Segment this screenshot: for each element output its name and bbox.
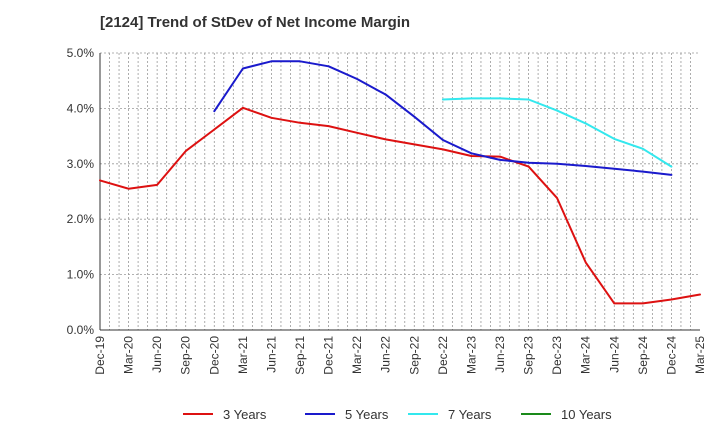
y-tick-label: 1.0%: [67, 268, 95, 282]
x-tick-label: Dec-21: [322, 336, 336, 375]
x-tick-label: Dec-19: [93, 336, 107, 375]
y-tick-label: 0.0%: [67, 323, 95, 337]
x-tick-label: Dec-20: [207, 336, 221, 375]
y-tick-label: 4.0%: [67, 101, 95, 115]
legend-label-3-years: 3 Years: [223, 407, 267, 422]
x-tick-label: Mar-21: [236, 336, 250, 374]
x-tick-label: Mar-22: [350, 336, 364, 374]
x-tick-label: Jun-20: [150, 336, 164, 373]
x-tick-label: Jun-24: [607, 336, 621, 373]
x-tick-label: Dec-22: [436, 336, 450, 375]
x-tick-label: Jun-22: [379, 336, 393, 373]
x-tick-label: Sep-24: [636, 336, 650, 375]
series-line-3-years: [99, 106, 701, 305]
chart-title: [2124] Trend of StDev of Net Income Marg…: [100, 14, 411, 31]
legend-label-5-years: 5 Years: [345, 407, 389, 422]
x-tick-label: Mar-25: [693, 336, 707, 374]
series-line-7-years: [441, 97, 673, 168]
x-tick-label: Jun-21: [264, 336, 278, 373]
x-tick-label: Sep-22: [407, 336, 421, 375]
x-tick-label: Mar-23: [464, 336, 478, 374]
legend-label-7-years: 7 Years: [448, 407, 492, 422]
legend-label-10-years: 10 Years: [561, 407, 612, 422]
y-tick-label: 2.0%: [67, 212, 95, 226]
x-tick-label: Mar-24: [579, 336, 593, 374]
x-tick-label: Sep-21: [293, 336, 307, 375]
x-tick-label: Mar-20: [122, 336, 136, 374]
x-tick-label: Jun-23: [493, 336, 507, 373]
x-tick-label: Dec-23: [550, 336, 564, 375]
y-tick-label: 5.0%: [67, 46, 95, 60]
x-tick-label: Dec-24: [664, 336, 678, 375]
x-tick-label: Sep-20: [179, 336, 193, 375]
plot-background: [100, 53, 700, 330]
x-tick-label: Sep-23: [522, 336, 536, 375]
series-line-5-years: [213, 60, 673, 176]
y-tick-label: 3.0%: [67, 157, 95, 171]
